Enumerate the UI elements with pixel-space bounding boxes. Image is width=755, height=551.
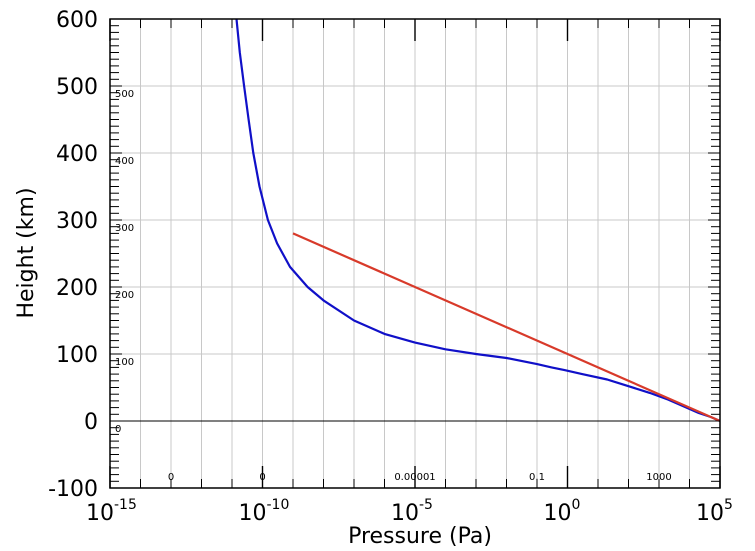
x-tick-label-exponent: -15 [114,497,137,513]
y-tick-label: -100 [48,477,98,502]
x-tick-label: 10 [391,501,419,526]
x-tick-label: 10 [239,501,267,526]
axis-ticks [109,18,721,489]
inner-y-label: 0 [115,424,121,435]
data-series-line [292,232,721,423]
x-axis-label: Pressure (Pa) [348,524,492,549]
inner-x-label: 0 [259,472,265,483]
inner-y-label: 100 [115,357,134,368]
y-tick-label: 300 [56,209,98,234]
x-tick-label: 10 [696,501,724,526]
data-series-line [235,18,721,423]
x-tick-label: 10 [86,501,114,526]
inner-x-label: 1000 [646,472,671,483]
y-tick-label: 500 [56,75,98,100]
inner-y-label: 400 [115,156,134,167]
inner-y-label: 200 [115,290,134,301]
x-tick-label-exponent: 0 [572,497,581,513]
x-tick-label: 10 [544,501,572,526]
inner-x-label: 0 [168,472,174,483]
inner-x-label: 0.1 [529,472,545,483]
inner-y-label: 500 [115,89,134,100]
inner-y-label: 300 [115,223,134,234]
x-tick-label-exponent: -5 [419,497,433,513]
y-tick-label: 600 [56,8,98,33]
y-tick-label: 100 [56,343,98,368]
y-tick-label: 0 [84,410,98,435]
y-tick-label: 400 [56,142,98,167]
x-tick-label-exponent: -10 [267,497,290,513]
grid [109,18,721,489]
series-layer [235,18,721,423]
x-tick-label-exponent: 5 [724,497,733,513]
inner-x-label: 0.00001 [394,472,435,483]
y-axis-label: Height (km) [14,187,39,318]
y-tick-label: 200 [56,276,98,301]
